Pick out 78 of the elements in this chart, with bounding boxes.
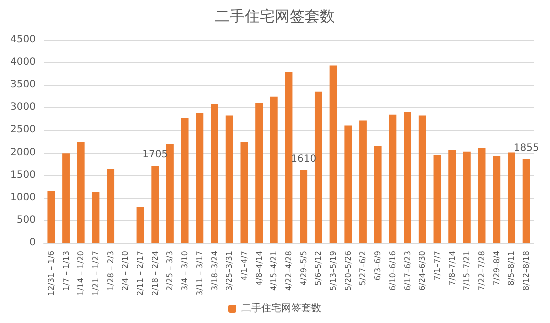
x-tick-label: 5/20–5/26 [344,251,353,291]
bar [404,112,412,243]
x-tick-label: 4/22–4/28 [284,251,294,291]
bar [196,114,204,243]
y-tick-label: 0 [30,238,36,248]
bar [478,148,486,243]
x-tick-label: 5/27–6/2 [358,251,368,286]
x-tick-label: 8/5–8/11 [507,251,516,286]
bar [389,114,397,243]
y-tick-label: 2500 [10,124,36,136]
bar [360,120,367,243]
x-tick-label: 1/7 – 1/13 [62,251,71,291]
bar [522,159,530,243]
x-tick-label: 3/11 – 3/17 [195,251,204,296]
y-tick-label: 4500 [10,34,36,46]
bar [463,152,471,243]
bar [493,156,501,243]
bar [300,170,308,243]
bar [181,118,189,243]
bar [330,66,338,243]
x-tick-label: 4/15–4/21 [270,251,279,291]
x-tick-label: 4/29–5/5 [299,251,308,286]
bar [418,116,426,243]
y-tick-label: 1500 [10,170,36,181]
x-tick-label: 3/18–3/24 [210,251,220,291]
bar [344,126,352,243]
x-tick-label: 1/14 – 1/20 [76,251,86,296]
bar [166,144,174,243]
x-tick-label: 6/24–6/30 [418,251,428,291]
x-tick-label: 7/22–7/28 [478,251,487,291]
x-tick-label: 3/25–3/31 [225,251,234,291]
x-tick-label: 2/18 – 2/24 [150,251,160,296]
y-tick-label: 1000 [10,192,36,204]
bar [136,207,144,243]
x-tick-label: 5/13–5/19 [329,251,338,291]
x-tick-label: 1/28 – 2/3 [106,251,116,291]
bar [508,152,516,243]
y-tick-label: 2000 [10,147,36,158]
x-tick-label: 2/4 – 2/10 [121,251,130,291]
bar [314,92,322,243]
x-tick-label: 2/25 – 3/3 [166,251,175,291]
bar [374,146,382,243]
y-tick-label: 4000 [10,57,36,68]
x-tick-label: 4/1–4/7 [240,251,249,281]
bar [448,150,456,243]
x-tick-label: 6/3–6/9 [374,251,383,281]
x-tick-label: 7/1–7/7 [432,251,442,281]
x-tick-label: 3/4 – 3/10 [180,251,190,291]
y-tick-label: 500 [16,214,36,226]
x-tick-label: 8/12–8/18 [522,251,532,291]
x-tick-label: 5/6–5/12 [314,251,324,286]
bar [77,142,85,243]
x-tick-label: 6/17–6/23 [403,251,412,291]
x-tick-label: 6/10–6/16 [388,251,398,291]
bar [256,103,264,243]
bar [48,191,56,243]
x-tick-label: 1/21 – 1/27 [91,251,100,296]
bar [285,72,293,243]
x-tick-label: 12/31 – 1/6 [46,251,56,296]
bar [152,166,160,243]
data-label: 1855 [514,142,540,154]
bar [92,192,100,243]
bar [270,96,278,243]
chart-title: 二手住宅网签套数 [215,8,335,26]
bar [211,104,218,243]
legend-label: 二手住宅网签套数 [242,302,322,314]
y-tick-label: 3500 [10,80,36,91]
x-tick-label: 7/8–7/14 [448,251,457,286]
x-tick-label: 7/15–7/21 [462,251,472,291]
bar [107,169,115,243]
bar [434,155,442,243]
bar [226,116,234,243]
x-tick-label: 4/8–4/14 [254,251,264,286]
y-tick-label: 3000 [10,102,36,114]
x-tick-label: 2/11 – 2/17 [136,251,146,296]
x-tick-label: 7/29–8/4 [492,251,502,286]
bar [240,142,248,243]
bar [62,154,70,243]
